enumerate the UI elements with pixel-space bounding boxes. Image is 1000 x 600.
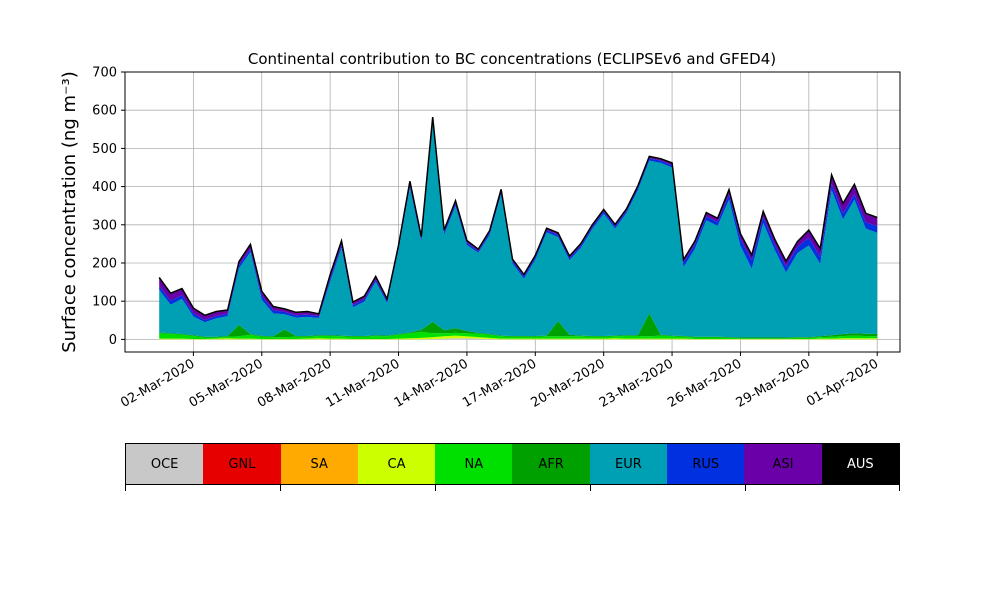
colorbar-tick: [280, 485, 281, 491]
series-area-ca: [159, 335, 878, 340]
y-tick-label: 200: [92, 256, 117, 271]
legend-colorbar: OCE GNL SA CA NA AFR EUR RUS ASI AUS: [125, 443, 900, 485]
series-area-afr: [159, 313, 878, 339]
colorbar-tick: [745, 485, 746, 491]
y-tick-label: 400: [92, 180, 117, 195]
colorbar-tick: [125, 485, 126, 491]
legend-item-aus: AUS: [821, 444, 899, 484]
x-tick-label: 29-Mar-2020: [734, 356, 813, 410]
x-tick-label: 05-Mar-2020: [187, 356, 266, 410]
legend-item-afr: AFR: [512, 444, 590, 484]
y-tick-label: 100: [92, 295, 117, 310]
x-tick-label: 26-Mar-2020: [665, 356, 744, 410]
x-tick-label: 11-Mar-2020: [323, 356, 402, 410]
legend-item-asi: ASI: [744, 444, 822, 484]
axes-frame: [124, 71, 901, 353]
total-outline: [158, 117, 878, 317]
legend-item-na: NA: [435, 444, 513, 484]
colorbar-tick: [899, 485, 900, 491]
y-axis-label: Surface concentration (ng m⁻³): [59, 71, 80, 353]
plot-area: 0 100 200 300 400 500 600 700 02-Mar-202005-Mar-…: [92, 66, 901, 411]
legend-item-ca: CA: [357, 444, 436, 484]
x-tick-label: 01-Apr-2020: [804, 356, 881, 409]
x-tick-label: 02-Mar-2020: [118, 356, 197, 410]
y-tick-label: 0: [109, 333, 117, 348]
colorbar-tick: [435, 485, 436, 491]
y-tick-label: 300: [92, 218, 117, 233]
legend-item-gnl: GNL: [203, 444, 281, 484]
chart-title: Continental contribution to BC concentra…: [248, 50, 776, 68]
y-tick-label: 700: [92, 66, 117, 81]
legend-item-oce: OCE: [126, 444, 204, 484]
y-tick-label: 500: [92, 142, 117, 157]
x-tick-label: 14-Mar-2020: [392, 356, 471, 410]
series-area-na: [159, 331, 878, 339]
series-area-eur: [159, 123, 878, 338]
x-tick-label: 17-Mar-2020: [460, 356, 539, 410]
y-tick-label: 600: [92, 104, 117, 119]
x-tick-label: 08-Mar-2020: [255, 356, 334, 410]
x-tick-label: 20-Mar-2020: [529, 356, 608, 410]
legend-item-rus: RUS: [667, 444, 745, 484]
colorbar-ticks: [125, 485, 900, 493]
colorbar-tick: [590, 485, 591, 491]
legend-item-eur: EUR: [589, 444, 668, 484]
legend-item-sa: SA: [280, 444, 358, 484]
x-tick-label: 23-Mar-2020: [597, 356, 676, 410]
